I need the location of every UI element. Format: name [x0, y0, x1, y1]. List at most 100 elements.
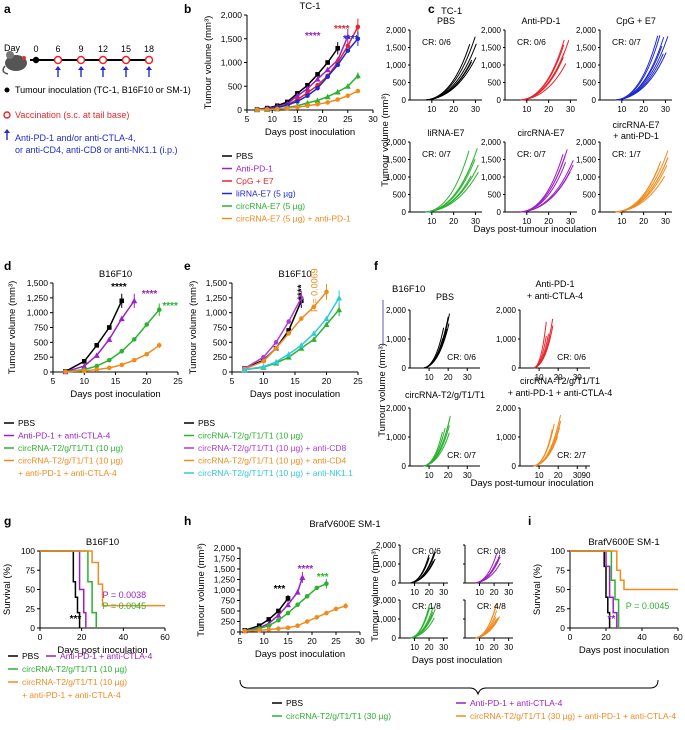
b-legend-item: circRNA-E7 (5 µg)	[236, 201, 305, 211]
e-point	[261, 359, 266, 364]
f-3-x-tick-label: 90	[582, 471, 591, 480]
f-2-growth-curve	[423, 425, 450, 467]
c-3-growth-curve	[425, 171, 479, 213]
d-y-label: Tumour volume (mm³)	[7, 281, 18, 375]
b-point	[314, 97, 321, 103]
e-x-tick-label: 5	[230, 376, 235, 386]
e-legend-item: circRNA-T2/g/T1/T1 (10 µg) + anti-NK1.1	[198, 468, 353, 478]
b-x-label: Days post inoculation	[265, 127, 355, 138]
c-3-growth-curve	[425, 164, 479, 213]
i-title: BrafV600E SM-1	[588, 537, 659, 548]
c-5-growth-curve	[615, 157, 669, 213]
h2-3-x-tick-label: 20	[490, 643, 499, 652]
panel-letter-e: e	[184, 259, 191, 273]
f-2-growth-curve	[423, 432, 450, 467]
d-legend-item: PBS	[18, 418, 35, 428]
f-3-x-tick-label: 10	[535, 471, 544, 480]
e-legend-item: circRNA-T2/g/T1/T1 (10 µg) + anti-CD4	[198, 456, 347, 466]
mouse-eye	[22, 56, 26, 60]
h-annotation: ****	[298, 564, 314, 575]
h2-3-growth-curve	[475, 616, 501, 639]
h-point	[256, 628, 262, 633]
e-series-line	[244, 300, 302, 370]
d-y-tick-label: 1,250	[27, 293, 49, 303]
e-y-tick-label: 500	[213, 337, 227, 347]
c-4-y-tick-label: 2,000	[481, 138, 502, 147]
c-cr-label: CR: 0/6	[517, 37, 546, 47]
c-title: TC-1	[441, 6, 462, 17]
b-annotation: ****	[334, 24, 350, 35]
c-4-growth-curve	[520, 171, 571, 213]
c-2-x-tick-label: 10	[617, 105, 626, 114]
h-annotation: ***	[317, 572, 329, 583]
e-y-tick-label: 1,500	[206, 278, 228, 288]
day-tick-18: 18	[144, 44, 154, 54]
f-3-growth-curve	[533, 420, 562, 467]
h-point	[276, 617, 281, 623]
h-y-tick-label: 1,750	[214, 554, 236, 564]
d-point	[144, 322, 150, 327]
g-y-tick-label: 25	[26, 604, 36, 614]
c-panel-title: PBS	[437, 16, 455, 26]
h-y-tick-label: 750	[221, 596, 235, 606]
f-cr-label: CR: 0/7	[447, 450, 476, 460]
e-y-tick-label: 1,000	[206, 308, 228, 318]
f-1-y-tick-label: 0	[512, 364, 517, 373]
h-y-tick-label: 500	[221, 606, 235, 616]
h2-2-x-tick-label: 30	[439, 643, 448, 652]
b-point	[335, 97, 341, 102]
f-panel-title: Anti-PD-1	[535, 279, 574, 289]
b-annotation: ****	[343, 34, 359, 45]
c-0-growth-curve	[425, 61, 472, 101]
c-1-y-tick-label: 1,000	[481, 61, 502, 70]
antibody-arrowhead	[78, 66, 84, 70]
b-point	[264, 107, 270, 112]
b-point	[345, 48, 351, 53]
d-x-tick-label: 20	[142, 376, 152, 386]
antibody-arrowhead	[146, 66, 152, 70]
c-2-y-tick-label: 500	[583, 79, 597, 88]
g-legend-item: PBS	[22, 651, 39, 661]
h-point	[266, 627, 272, 632]
e-point	[241, 366, 248, 373]
e-title: B16F10	[278, 269, 311, 280]
f-panel-title: + anti-CTLA-4	[527, 291, 583, 301]
c-panel-title: liRNA-E7	[427, 128, 464, 138]
c-0-y-tick-label: 500	[393, 79, 407, 88]
e-x-label: Days post inoculation	[250, 389, 340, 400]
h2-x-label: Days post inoculation	[412, 655, 502, 666]
h-point	[333, 606, 339, 612]
g-y-tick-label: 50	[26, 585, 36, 595]
mouse-ear	[6, 51, 14, 59]
c-panel-title: + anti-PD-1	[613, 131, 659, 141]
h2-0-y-tick-label: 1,000	[376, 560, 397, 569]
f-0-x-tick-label: 20	[444, 373, 453, 382]
d-point	[106, 357, 112, 363]
b-point	[295, 104, 300, 110]
d-y-tick-label: 1,000	[27, 308, 49, 318]
antibody-arrowhead	[100, 66, 106, 70]
day-tick-12: 12	[98, 44, 108, 54]
d-point	[119, 362, 125, 368]
b-title: TC-1	[299, 1, 320, 12]
d-annotation: ****	[162, 301, 178, 312]
c-5-y-tick-label: 0	[592, 208, 597, 217]
h2-3-x-tick-label: 30	[504, 643, 513, 652]
e-y-tick-label: 250	[213, 352, 227, 362]
h-y-tick-label: 1,250	[214, 575, 236, 585]
b-y-tick-label: 500	[228, 81, 242, 91]
c-panel-title: CpG + E7	[616, 16, 656, 26]
c-3-x-tick-label: 20	[449, 217, 458, 226]
g-x-tick-label: 40	[119, 632, 129, 642]
b-x-tick-label: 30	[368, 114, 378, 124]
c-panel-title: circRNA-E7	[517, 128, 564, 138]
h-point	[276, 608, 281, 614]
b-x-tick-label: 25	[343, 114, 353, 124]
b-point	[304, 85, 311, 92]
h-point	[285, 601, 291, 608]
c-2-y-tick-label: 0	[592, 96, 597, 105]
c-2-x-tick-label: 30	[661, 105, 670, 114]
h-x-label: Days post inoculation	[255, 649, 345, 660]
b-point	[344, 83, 351, 89]
h-point	[266, 617, 272, 622]
